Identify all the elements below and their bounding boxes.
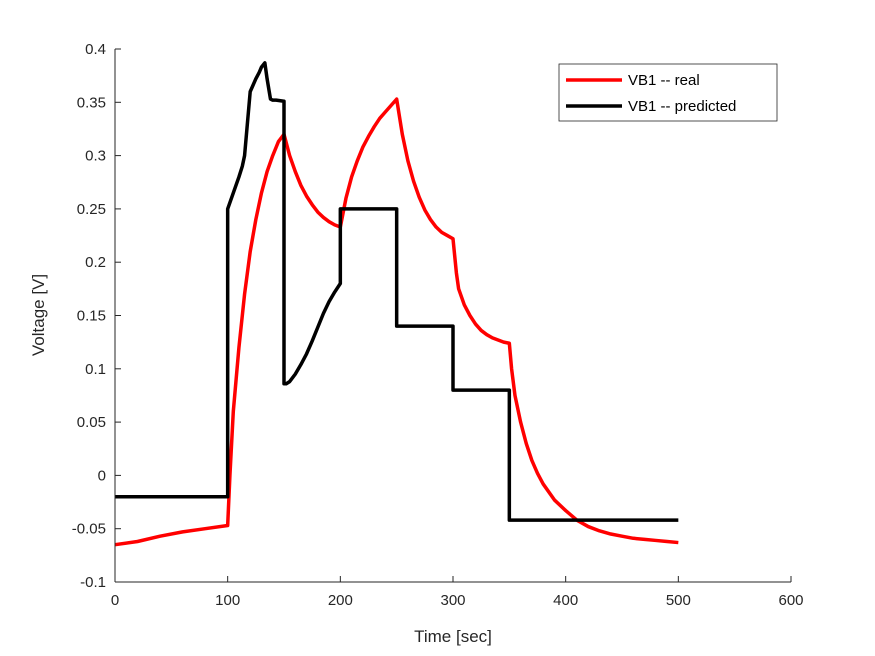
legend-label-real: VB1 -- real: [628, 72, 700, 89]
x-tick-label: 300: [440, 592, 465, 609]
x-axis-label: Time [sec]: [414, 627, 492, 646]
legend-label-predicted: VB1 -- predicted: [628, 98, 736, 115]
y-tick-label: 0.15: [77, 308, 106, 325]
series-line-real: [114, 97, 679, 547]
legend-box: [558, 63, 778, 122]
x-tick-label: 500: [666, 592, 691, 609]
y-tick-label: 0.3: [85, 148, 106, 165]
y-tick-label: 0.35: [77, 94, 106, 111]
legend: VB1 -- real VB1 -- predicted: [558, 63, 778, 122]
y-tick-label: 0: [98, 467, 106, 484]
y-axis-label: Voltage [V]: [29, 274, 48, 356]
y-tick-label: 0.2: [85, 254, 106, 271]
y-tick-label: 0.1: [85, 361, 106, 378]
y-tick-label: 0.25: [77, 201, 106, 218]
series-line-predicted: [115, 61, 679, 522]
y-tick-label: -0.1: [80, 574, 106, 591]
plot-area: [115, 49, 791, 582]
x-tick-label: 600: [778, 592, 803, 609]
y-tick-label: 0.05: [77, 414, 106, 431]
y-ticks: -0.1 -0.05 0 0.05 0.1 0.15 0.2 0.25 0.3 0.35 0.4: [72, 41, 121, 591]
x-tick-label: 200: [328, 592, 353, 609]
series-layer: [114, 61, 679, 547]
x-tick-label: 400: [553, 592, 578, 609]
x-tick-label: 0: [111, 592, 119, 609]
x-tick-label: 100: [215, 592, 240, 609]
y-tick-label: 0.4: [85, 41, 106, 58]
y-tick-label: -0.05: [72, 521, 106, 538]
x-ticks: 0 100 200 300 400 500 600: [111, 576, 804, 609]
